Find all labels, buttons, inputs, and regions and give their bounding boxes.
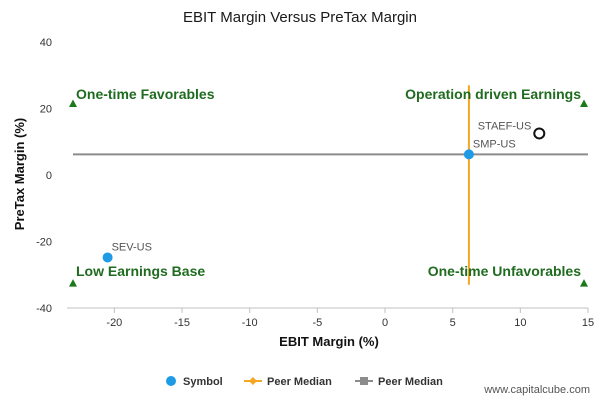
- x-tick-label: 5: [450, 317, 456, 329]
- legend-symbol-marker: [166, 376, 176, 386]
- x-tick-label: -5: [312, 317, 322, 329]
- watermark: www.capitalcube.com: [483, 384, 590, 396]
- x-tick-label: 10: [514, 317, 526, 329]
- y-tick-label: -40: [36, 303, 52, 315]
- quadrant-marker-bottom-left: [69, 279, 77, 287]
- quadrant-marker-top-left: [69, 99, 77, 108]
- quadrant-labels: One-time Favorables Operation driven Earn…: [69, 86, 588, 287]
- data-point-staef-us: [533, 127, 546, 140]
- x-tick-label: 0: [382, 317, 388, 329]
- point-label-sev-us: SEV-US: [112, 241, 152, 253]
- data-points: STAEF-US SMP-US SEV-US: [102, 120, 546, 263]
- x-tick-label: 15: [582, 317, 594, 329]
- y-tick-label: 20: [40, 104, 52, 116]
- data-point-sev-us: [102, 252, 113, 263]
- quadrant-label-top-left: One-time Favorables: [76, 86, 215, 102]
- legend: Symbol Peer Median Peer Median: [166, 376, 443, 388]
- legend-peer-median-gray-marker: [360, 377, 368, 385]
- x-tick-label: -10: [242, 317, 258, 329]
- x-tick-label: -20: [106, 317, 122, 329]
- quadrant-label-top-right: Operation driven Earnings: [405, 86, 581, 102]
- quadrant-label-bottom-right: One-time Unfavorables: [428, 263, 581, 279]
- quadrant-label-bottom-left: Low Earnings Base: [76, 263, 205, 279]
- legend-peer-median-gray-label: Peer Median: [378, 376, 443, 388]
- quadrant-marker-bottom-right: [580, 279, 588, 287]
- data-point-smp-us: [463, 149, 474, 160]
- legend-peer-median-orange-marker: [249, 377, 257, 385]
- quadrant-marker-top-right: [580, 99, 588, 108]
- y-tick-label: -20: [36, 237, 52, 249]
- y-axis-label: PreTax Margin (%): [12, 118, 27, 230]
- x-tick-label: -15: [174, 317, 190, 329]
- legend-symbol-label: Symbol: [183, 376, 223, 388]
- y-tick-label: 0: [46, 170, 52, 182]
- y-tick-label: 40: [40, 37, 52, 49]
- chart-title: EBIT Margin Versus PreTax Margin: [183, 9, 417, 26]
- point-label-staef-us: STAEF-US: [478, 120, 532, 132]
- peer-median-lines: [73, 85, 588, 285]
- legend-peer-median-orange-label: Peer Median: [267, 376, 332, 388]
- axes: -20 -15 -10 -5 0 5 10 15 40 20 0 -20 -40: [36, 37, 594, 329]
- x-axis-label: EBIT Margin (%): [279, 334, 379, 349]
- point-label-smp-us: SMP-US: [473, 138, 516, 150]
